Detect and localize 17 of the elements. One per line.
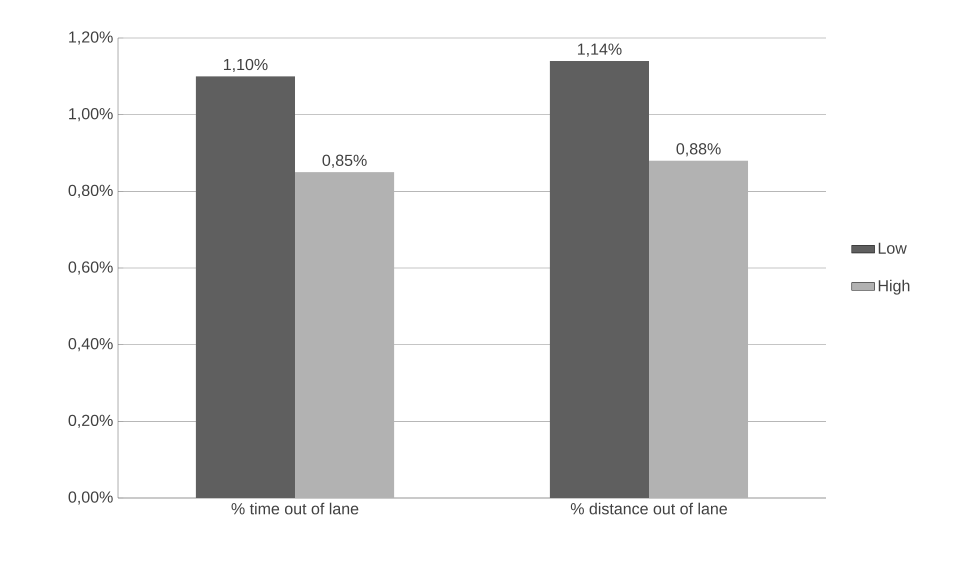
legend-label: Low	[878, 242, 907, 254]
y-tick-label: 0,20%	[68, 414, 113, 428]
data-label: 1,10%	[224, 58, 268, 72]
data-label: 0,85%	[322, 154, 367, 168]
y-tick-label: 0,00%	[68, 491, 113, 505]
x-tick-label: % distance out of lane	[570, 502, 727, 514]
x-tick-label: % time out of lane	[232, 502, 358, 514]
y-tick-label: 1,20%	[69, 31, 113, 45]
y-tick-label: 0,80%	[68, 184, 113, 198]
bar	[295, 172, 394, 498]
y-tick-label: 1,00%	[69, 108, 113, 122]
data-label: 1,14%	[578, 44, 622, 57]
data-label: 0,88%	[676, 143, 721, 156]
y-tick-label: 0,40%	[68, 338, 113, 352]
y-tick-label: 0,60%	[68, 261, 113, 275]
bar	[649, 160, 748, 498]
legend-label: High	[878, 280, 910, 295]
